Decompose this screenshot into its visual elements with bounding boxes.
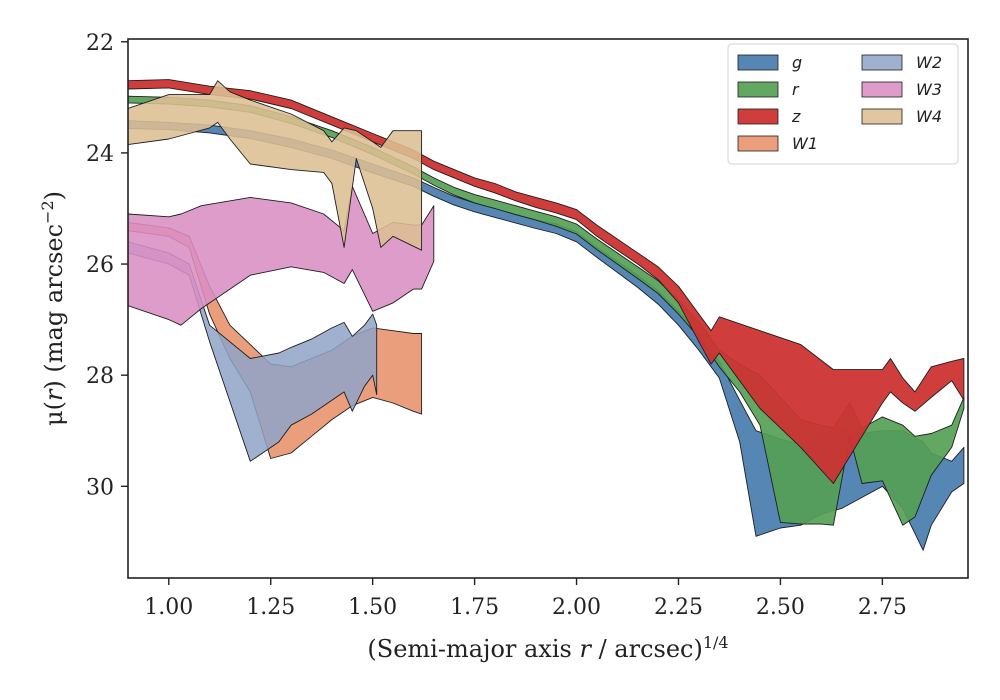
legend-label-r: r [792, 80, 800, 99]
bands-layer [128, 79, 965, 551]
y-tick-label: 22 [86, 31, 114, 56]
legend-swatch-W1 [737, 135, 779, 152]
x-tick-label: 1.75 [450, 595, 499, 620]
legend-swatch-W3 [861, 81, 903, 98]
x-tick-label: 1.25 [246, 595, 295, 620]
legend-label-W4: W4 [916, 107, 942, 126]
band-z [128, 79, 965, 484]
y-tick-label: 26 [86, 253, 114, 278]
legend-label-W3: W3 [916, 80, 942, 99]
y-tick-label: 28 [86, 364, 114, 389]
legend-swatch-g [737, 54, 779, 71]
band-W2 [128, 241, 378, 462]
legend-swatch-W4 [861, 108, 903, 125]
plot-frame [127, 38, 969, 579]
x-tick-label: 2.00 [552, 595, 601, 620]
legend-swatch-z [737, 108, 779, 125]
x-tick-label: 2.50 [756, 595, 805, 620]
band-r [128, 95, 965, 526]
x-tick-label: 1.00 [144, 595, 193, 620]
x-tick-label: 2.25 [654, 595, 703, 620]
band-W4 [128, 80, 423, 251]
y-axis-label: μ(r) (mag arcsec−2) [38, 191, 68, 426]
legend-swatch-r [737, 81, 779, 98]
axes-layer: 1.00 1.25 1.50 1.75 2.00 2.25 2.50 2.75 22 24 26 28… [86, 31, 907, 620]
x-tick-label: 2.75 [858, 595, 907, 620]
legend-swatch-W2 [861, 54, 903, 71]
legend-box [727, 43, 959, 165]
legend: grz W1 W2 W3 W4 [727, 43, 959, 165]
x-tick-label: 1.50 [348, 595, 397, 620]
legend-label-z: z [791, 107, 801, 126]
x-axis-label: (Semi-major axis r / arcsec)1/4 [367, 633, 728, 663]
legend-label-g: g [792, 53, 802, 72]
y-tick-label: 24 [86, 142, 114, 167]
band-W3 [128, 185, 435, 326]
legend-label-W2: W2 [916, 53, 942, 72]
legend-label-W1: W1 [792, 134, 818, 153]
y-tick-label: 30 [86, 475, 114, 500]
